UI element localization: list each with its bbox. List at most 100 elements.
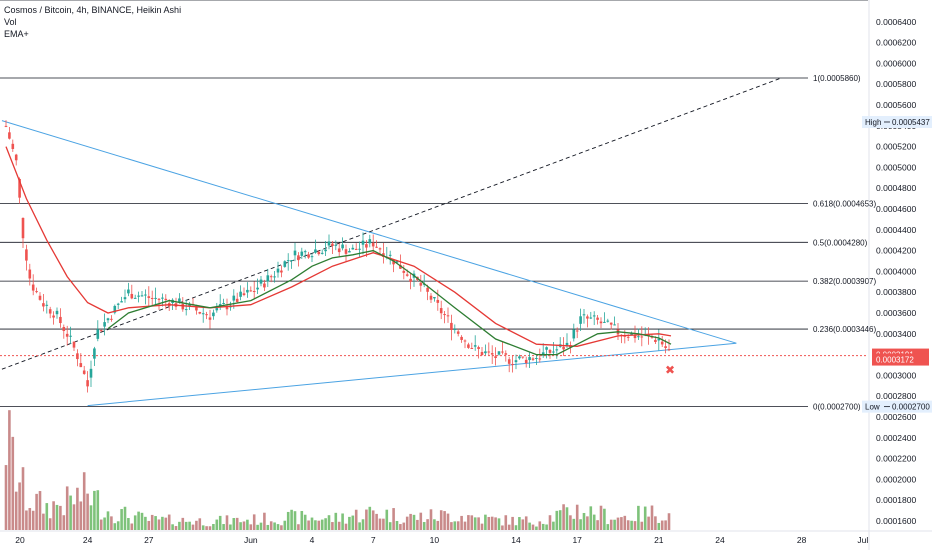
candle-body	[599, 321, 603, 324]
candle-body	[137, 295, 140, 297]
volume-bar	[348, 516, 351, 530]
volume-bar	[235, 517, 239, 530]
volume-bar	[18, 482, 21, 530]
volume-bar	[242, 521, 246, 530]
volume-bar	[188, 521, 191, 530]
volume-bar	[494, 517, 497, 530]
volume-bar	[21, 467, 25, 530]
candle-body	[507, 359, 511, 364]
volume-bar	[116, 521, 120, 530]
candle-body	[218, 304, 222, 307]
chart-legend: Cosmos / Bitcoin, 4h, BINANCE, Heikin As…	[4, 4, 181, 40]
candle-body	[184, 309, 188, 311]
candle-body	[256, 287, 259, 290]
legend-ema[interactable]: EMA+	[4, 29, 29, 39]
volume-bar	[341, 513, 344, 530]
volume-bar	[609, 519, 613, 530]
candle-body	[419, 282, 423, 286]
candle-body	[361, 240, 365, 245]
volume-bar	[239, 522, 242, 530]
candle-body	[14, 154, 18, 161]
candle-body	[157, 298, 161, 300]
candle-body	[35, 291, 38, 293]
legend-volume[interactable]: Vol	[4, 17, 17, 27]
volume-bar	[123, 506, 127, 530]
candle-body	[657, 338, 661, 341]
volume-bar	[368, 506, 372, 530]
volume-bar	[154, 516, 157, 530]
candle-body	[337, 248, 341, 253]
candle-body	[263, 283, 266, 288]
candle-body	[106, 318, 110, 321]
candle-body	[331, 243, 334, 246]
candle-body	[307, 254, 310, 258]
candle-body	[276, 268, 280, 273]
candle-body	[392, 259, 395, 265]
volume-bar	[280, 525, 283, 530]
candles	[4, 120, 671, 393]
candle-body	[528, 357, 531, 361]
volume-bar	[395, 521, 399, 530]
volume-bar	[45, 503, 49, 530]
volume-bar	[548, 515, 552, 530]
candle-body	[249, 290, 253, 292]
volume-bar	[144, 516, 147, 530]
volume-bar	[446, 513, 450, 530]
volume-bar	[269, 521, 273, 530]
volume-bar	[637, 505, 640, 530]
candle-body	[123, 297, 127, 300]
price-axis[interactable]: 0.0006400 0.0006200 0.0006000 0.0005800 0.00…	[862, 0, 932, 550]
volume-bar	[388, 522, 392, 530]
candle-body	[480, 352, 484, 356]
time-tick-label: 10	[430, 535, 440, 545]
time-tick-label: 14	[511, 535, 521, 545]
candle-body	[65, 333, 69, 337]
candle-body	[103, 322, 106, 327]
volume-bar	[222, 524, 225, 530]
price-tick-label: 0.0003800	[876, 287, 916, 297]
volume-bar	[256, 524, 259, 530]
volume-bar	[650, 505, 654, 530]
fib-level-label: 0.618(0.0004653)	[813, 200, 877, 209]
volume-bar	[623, 515, 627, 530]
volume-bar	[545, 524, 548, 530]
volume-bar	[89, 505, 93, 530]
candle-body	[283, 261, 287, 267]
trend-lines[interactable]	[0, 77, 868, 407]
candle-body	[399, 264, 402, 269]
candle-body	[426, 287, 429, 292]
candle-body	[623, 335, 627, 337]
candle-body	[579, 316, 582, 324]
volume-bar	[76, 487, 79, 530]
candle-body	[654, 339, 657, 342]
candle-body	[96, 329, 100, 339]
ema-lines	[5, 146, 672, 356]
candle-body	[501, 351, 504, 353]
candle-body	[188, 303, 191, 307]
volume-bar	[460, 515, 463, 530]
candle-body	[31, 284, 35, 291]
candle-body	[660, 341, 664, 345]
candle-body	[212, 312, 215, 317]
volume-bar	[518, 517, 521, 530]
volume-bar	[490, 516, 494, 530]
time-tick-label: 28	[797, 535, 807, 545]
volume-bar	[303, 514, 307, 530]
price-tick-label: 0.0002400	[876, 433, 916, 443]
candle-body	[110, 318, 113, 320]
volume-bar	[212, 524, 215, 530]
price-tick-label: 0.0005000	[876, 162, 916, 172]
close-price-tag-value: 0.0003172	[876, 356, 914, 365]
candle-body	[582, 314, 586, 316]
volume-bar	[310, 517, 314, 530]
time-axis[interactable]: 20 24 27 Jun 4 7 10 14 17 21 24 28 Jul	[0, 530, 932, 545]
volume-bar	[409, 513, 412, 530]
volume-bar	[184, 521, 188, 530]
volume-bar	[589, 506, 593, 530]
volume-bar	[157, 519, 161, 530]
volume-bar	[28, 508, 32, 530]
volume-bar	[195, 520, 198, 530]
volume-bar	[507, 524, 511, 530]
candle-body	[463, 340, 467, 342]
